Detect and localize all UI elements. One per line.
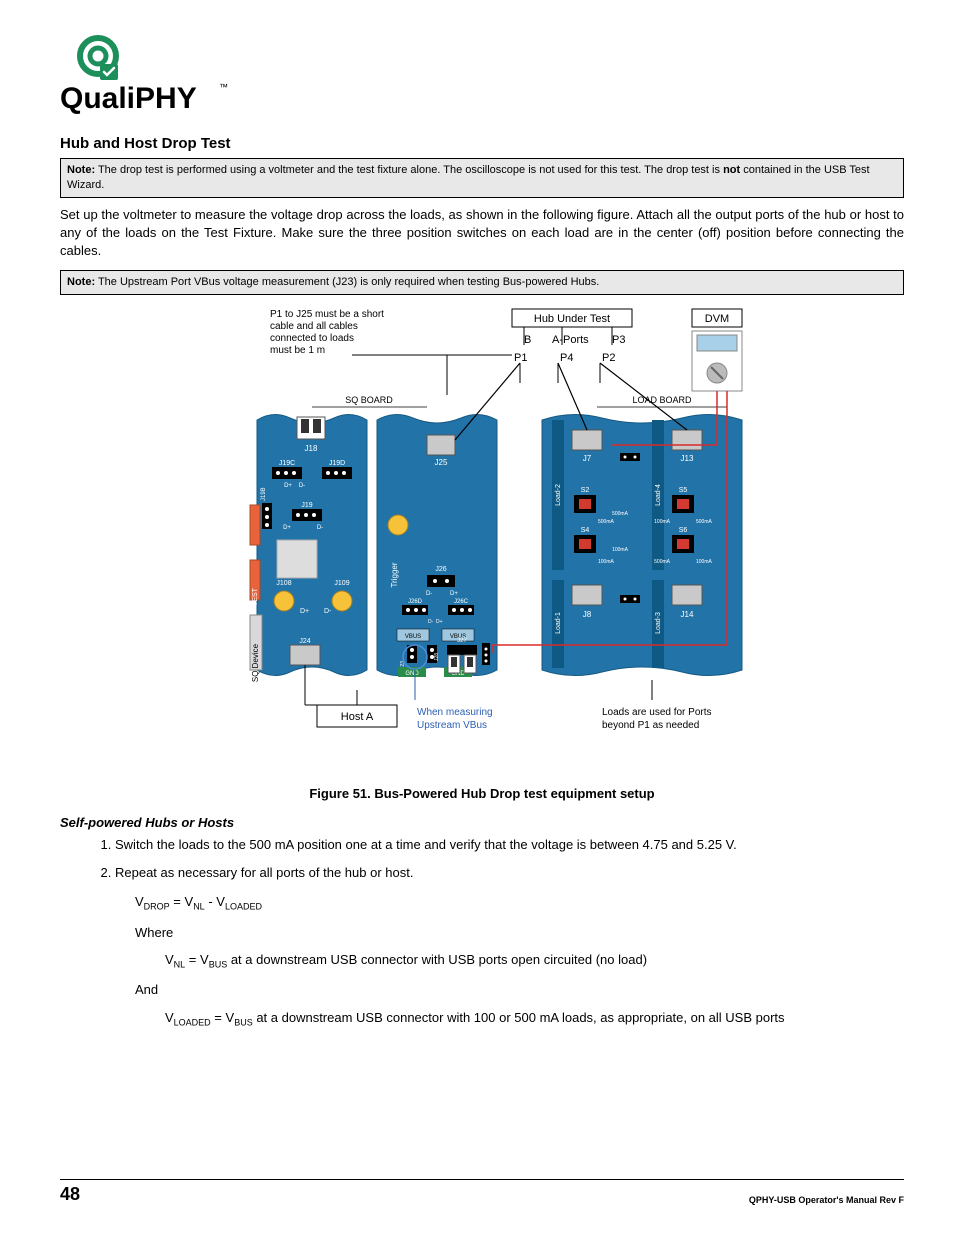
svg-text:A-Ports: A-Ports [552, 334, 589, 346]
svg-text:D-: D- [428, 619, 434, 625]
svg-text:J14: J14 [681, 610, 694, 619]
figure-caption: Figure 51. Bus-Powered Hub Drop test equ… [60, 786, 904, 801]
svg-text:beyond P1 as needed: beyond P1 as needed [602, 720, 699, 731]
svg-text:LOAD BOARD: LOAD BOARD [632, 395, 692, 405]
vnl-definition: VNL = VBUS at a downstream USB connector… [165, 950, 904, 972]
subsection-title: Self-powered Hubs or Hosts [60, 815, 904, 830]
step-2: Repeat as necessary for all ports of the… [115, 864, 904, 882]
svg-text:Loads are used for Ports: Loads are used for Ports [602, 707, 712, 718]
svg-text:Trigger: Trigger [390, 562, 399, 587]
svg-text:J27: J27 [457, 638, 467, 644]
diagram-svg: P1 to J25 must be a shortcable and all c… [202, 305, 762, 775]
svg-text:Load-4: Load-4 [655, 484, 662, 506]
svg-text:D+: D+ [450, 591, 458, 597]
svg-text:J19D: J19D [329, 460, 345, 467]
svg-text:P1 to J25 must be a short: P1 to J25 must be a short [270, 309, 384, 320]
svg-text:B: B [524, 334, 531, 346]
svg-text:J18: J18 [305, 444, 318, 453]
svg-text:500mA: 500mA [598, 519, 615, 525]
svg-text:J19: J19 [301, 502, 312, 509]
footer-text: QPHY-USB Operator's Manual Rev F [749, 1195, 904, 1205]
svg-text:D-: D- [299, 483, 305, 489]
svg-text:S2: S2 [581, 487, 590, 494]
page-number: 48 [60, 1184, 80, 1205]
svg-text:QualiPHY: QualiPHY [60, 82, 197, 115]
note1-text: The drop test is performed using a voltm… [95, 164, 723, 176]
svg-text:500mA: 500mA [696, 519, 713, 525]
note2-prefix: Note: [67, 276, 95, 288]
svg-text:P1: P1 [514, 352, 527, 364]
svg-text:When measuring: When measuring [417, 707, 493, 718]
svg-text:D+: D+ [436, 619, 443, 625]
svg-text:TEST: TEST [252, 587, 259, 606]
svg-text:100mA: 100mA [612, 547, 629, 553]
page-footer: 48 QPHY-USB Operator's Manual Rev F [60, 1179, 904, 1205]
formula-line: VDROP = VNL - VLOADED [135, 892, 904, 914]
note2-text: The Upstream Port VBus voltage measureme… [95, 276, 599, 288]
svg-text:Hub Under Test: Hub Under Test [534, 313, 610, 325]
section-title: Hub and Host Drop Test [60, 135, 904, 152]
svg-text:S5: S5 [679, 487, 688, 494]
svg-text:J26: J26 [435, 566, 446, 573]
svg-text:100mA: 100mA [696, 559, 713, 565]
svg-text:must be 1 m: must be 1 m [270, 345, 325, 356]
paragraph-1: Set up the voltmeter to measure the volt… [60, 206, 904, 261]
svg-text:Load-3: Load-3 [655, 612, 662, 634]
step-1: Switch the loads to the 500 mA position … [115, 836, 904, 854]
svg-text:cable and all cables: cable and all cables [270, 321, 358, 332]
svg-text:J109: J109 [334, 580, 349, 587]
svg-text:P3: P3 [612, 334, 625, 346]
svg-text:Upstream VBus: Upstream VBus [417, 720, 487, 731]
svg-text:Host A: Host A [341, 711, 374, 723]
svg-text:J108: J108 [276, 580, 291, 587]
svg-text:J7: J7 [583, 454, 592, 463]
logo-icon [80, 38, 118, 80]
svg-text:D-: D- [324, 608, 332, 615]
figure-51: P1 to J25 must be a shortcable and all c… [60, 305, 904, 778]
steps-list: Switch the loads to the 500 mA position … [115, 836, 904, 882]
svg-text:SQ BOARD: SQ BOARD [345, 395, 393, 405]
svg-text:GND: GND [405, 671, 419, 677]
svg-text:J28: J28 [434, 653, 440, 661]
svg-text:Load-2: Load-2 [555, 484, 562, 506]
vloaded-definition: VLOADED = VBUS at a downstream USB conne… [165, 1008, 904, 1030]
svg-text:™: ™ [219, 82, 228, 92]
svg-text:SQ Device: SQ Device [251, 643, 260, 682]
svg-text:J24: J24 [299, 638, 310, 645]
svg-text:D-: D- [317, 525, 323, 531]
svg-text:J25: J25 [435, 458, 448, 467]
svg-text:J19B: J19B [261, 487, 267, 501]
svg-text:connected to loads: connected to loads [270, 333, 354, 344]
svg-text:P4: P4 [560, 352, 573, 364]
brand-logo: QualiPHY ™ [60, 30, 904, 123]
svg-text:S4: S4 [581, 527, 590, 534]
svg-text:D+: D+ [283, 525, 291, 531]
note-box-2: Note: The Upstream Port VBus voltage mea… [60, 270, 904, 295]
svg-text:500mA: 500mA [612, 511, 629, 517]
svg-text:J13: J13 [681, 454, 694, 463]
note-box-1: Note: The drop test is performed using a… [60, 158, 904, 198]
svg-text:D-: D- [426, 591, 432, 597]
svg-text:Load-1: Load-1 [555, 612, 562, 634]
svg-text:J19C: J19C [279, 460, 295, 467]
svg-text:J26D: J26D [408, 599, 423, 605]
svg-text:100mA: 100mA [654, 519, 671, 525]
where-label: Where [135, 923, 904, 943]
note1-bold: not [723, 164, 740, 176]
svg-text:D+: D+ [300, 608, 309, 615]
svg-text:VBUS: VBUS [405, 634, 421, 640]
svg-text:D+: D+ [284, 483, 292, 489]
svg-text:DVM: DVM [705, 313, 729, 325]
svg-text:500mA: 500mA [654, 559, 671, 565]
svg-text:J26C: J26C [454, 599, 469, 605]
svg-text:P2: P2 [602, 352, 615, 364]
svg-text:S6: S6 [679, 527, 688, 534]
and-label: And [135, 980, 904, 1000]
svg-text:100mA: 100mA [598, 559, 615, 565]
svg-text:J8: J8 [583, 610, 592, 619]
note1-prefix: Note: [67, 164, 95, 176]
